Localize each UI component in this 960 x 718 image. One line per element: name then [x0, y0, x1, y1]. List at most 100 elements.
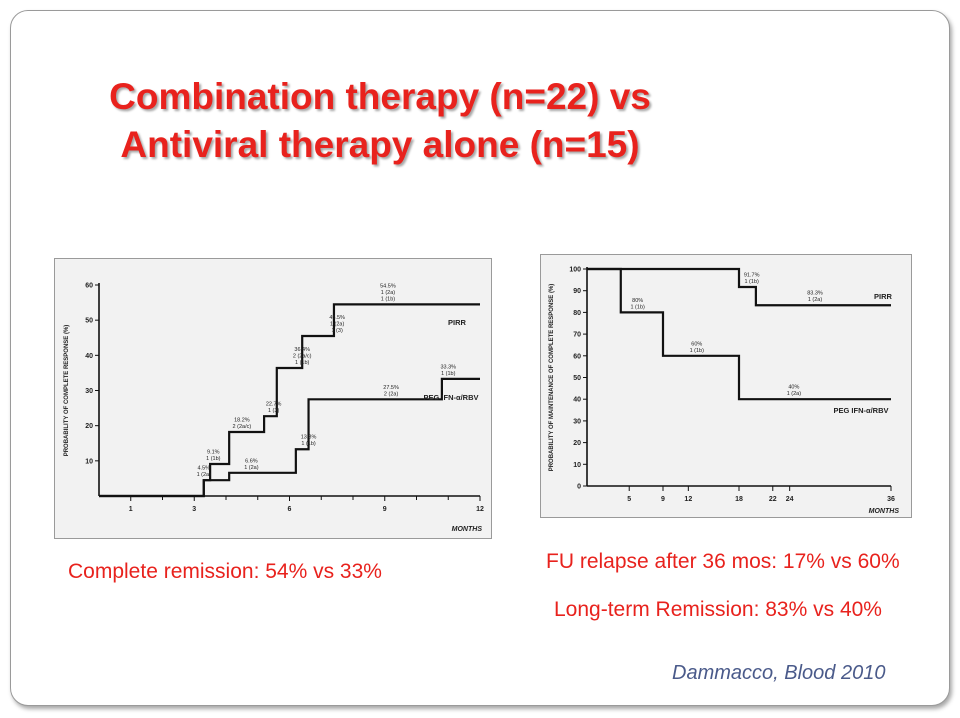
data-label: 45.5%1 (2a)1 (3) [329, 315, 345, 334]
data-label-line: 9.1% [207, 449, 220, 455]
x-tick-label: 1 [129, 506, 133, 513]
data-label: 91.7%1 (1b) [744, 273, 760, 286]
data-label-line: 1 (1b) [381, 296, 396, 302]
x-axis-label: MONTHS [869, 508, 900, 515]
data-label: 4.5%1 (2a) [197, 466, 212, 479]
y-tick-label: 30 [573, 418, 581, 425]
y-tick-label: 40 [85, 353, 93, 360]
data-label-line: 80% [632, 298, 643, 304]
series-label: PIRR [874, 292, 893, 301]
data-label-line: 1 (2a) [787, 391, 802, 397]
chart-panel-left: 10 20 30 40 50 60 1 3 6 9 12 MONTHS PROBABILITY OF C… [54, 258, 492, 539]
series-label: PEG IFN-α/RBV [833, 406, 888, 415]
data-label-line: 1 (2a) [197, 472, 212, 478]
data-label: 6.6%1 (2a) [244, 458, 259, 471]
data-label: 83.3%1 (2a) [807, 291, 823, 304]
data-label-line: 13.3% [301, 435, 317, 441]
data-label-line: 4.5% [198, 466, 211, 472]
data-label-line: 1 (1b) [206, 456, 221, 462]
chart-left: 10 20 30 40 50 60 1 3 6 9 12 MONTHS PROBABILITY OF C… [64, 283, 484, 534]
y-tick-label: 60 [573, 353, 581, 360]
y-tick-label: 30 [85, 388, 93, 395]
citation: Dammacco, Blood 2010 [672, 662, 886, 684]
data-label-line: 1 (3) [331, 328, 342, 334]
y-tick-label: 10 [85, 458, 93, 465]
data-label-line: 18.2% [234, 417, 250, 423]
y-tick-label: 80 [573, 310, 581, 317]
data-label-line: 1 (1b) [744, 279, 759, 285]
data-label: 22.7%1 (3) [266, 402, 282, 415]
data-label-line: 36.4% [294, 347, 310, 353]
data-label-line: 60% [691, 341, 702, 347]
x-tick-label: 9 [383, 506, 387, 513]
data-label: 60%1 (1b) [690, 341, 705, 354]
data-label-line: 1 (1b) [295, 360, 310, 366]
y-tick-label: 70 [573, 332, 581, 339]
data-label-line: 2 (2a) [384, 391, 399, 397]
data-label-line: 33.3% [440, 364, 456, 370]
data-label: 27.5%2 (2a) [383, 385, 399, 398]
series-label: PEG IFN-α/RBV [423, 393, 478, 402]
data-label-line: 1 (2a) [381, 290, 396, 296]
data-label-line: 1 (1b) [301, 441, 316, 447]
data-label-line: 45.5% [329, 315, 345, 321]
y-axis-label: PROBABILITY OF COMPLETE RESPONSE (%) [64, 325, 70, 457]
data-label: 9.1%1 (1b) [206, 449, 221, 462]
y-tick-label: 60 [85, 283, 93, 290]
y-tick-label: 40 [573, 397, 581, 404]
series-label: PIRR [448, 318, 467, 327]
x-tick-label: 24 [786, 496, 794, 503]
x-axis-label: MONTHS [452, 526, 483, 533]
y-tick-label: 100 [569, 267, 581, 274]
data-label-line: 1 (3) [268, 408, 279, 414]
slide-title-line-2: Antiviral therapy alone (n=15) [120, 124, 640, 165]
data-label: 36.4%2 (2a/c)1 (1b) [293, 347, 312, 366]
data-label-line: 6.6% [245, 458, 258, 464]
x-tick-label: 12 [684, 496, 692, 503]
data-label-line: 27.5% [383, 385, 399, 391]
series-line-pirr [587, 267, 891, 307]
x-tick-label: 9 [661, 496, 665, 503]
x-tick-label: 18 [735, 496, 743, 503]
caption-long-term-remission: Long-term Remission: 83% vs 40% [554, 598, 882, 621]
caption-complete-remission: Complete remission: 54% vs 33% [68, 560, 382, 583]
y-tick-label: 90 [573, 288, 581, 295]
chart-panel-right: 0 10 20 30 40 50 60 70 80 90 100 5 9 12 18 22 24 36 MONTHS… [540, 254, 912, 518]
data-label-line: 54.5% [380, 283, 396, 289]
data-label-line: 40% [788, 385, 799, 391]
data-label: 80%1 (1b) [630, 298, 645, 311]
data-label-line: 1 (1b) [441, 371, 456, 377]
data-label-line: 2 (2a/c) [293, 353, 312, 359]
data-label-line: 83.3% [807, 291, 823, 297]
x-tick-label: 6 [288, 506, 292, 513]
y-tick-label: 20 [85, 423, 93, 430]
y-tick-label: 10 [573, 462, 581, 469]
slide-title-line-1: Combination therapy (n=22) vs [109, 76, 651, 117]
y-tick-label: 20 [573, 440, 581, 447]
chart-right: 0 10 20 30 40 50 60 70 80 90 100 5 9 12 18 22 24 36 MONTHS… [549, 267, 900, 516]
x-tick-label: 3 [192, 506, 196, 513]
y-axis-label: PROBABILITY OF MAINTENANCE OF COMPLETE R… [549, 284, 555, 472]
data-label: 40%1 (2a) [787, 385, 802, 398]
series-line-peg-ifn [99, 377, 480, 498]
data-label: 13.3%1 (1b) [301, 435, 317, 448]
data-label-line: 22.7% [266, 402, 282, 408]
data-label-line: 2 (2a/c) [233, 424, 252, 430]
data-label-line: 1 (1b) [630, 304, 645, 310]
x-tick-label: 5 [627, 496, 631, 503]
x-tick-label: 22 [769, 496, 777, 503]
data-label-line: 1 (2a) [330, 321, 345, 327]
caption-fu-relapse: FU relapse after 36 mos: 17% vs 60% [546, 550, 900, 573]
y-tick-label: 0 [577, 484, 581, 491]
y-tick-label: 50 [573, 375, 581, 382]
data-label-line: 1 (2a) [808, 297, 823, 303]
x-tick-label: 36 [887, 496, 895, 503]
data-label-line: 1 (2a) [244, 465, 259, 471]
data-label: 54.5%1 (2a)1 (1b) [380, 283, 396, 302]
data-label-line: 1 (1b) [690, 348, 705, 354]
data-label: 33.3%1 (1b) [440, 364, 456, 377]
data-label-line: 91.7% [744, 273, 760, 279]
data-label: 18.2%2 (2a/c) [233, 417, 252, 430]
series-line-peg-ifn [587, 267, 891, 401]
x-tick-label: 12 [476, 506, 484, 513]
